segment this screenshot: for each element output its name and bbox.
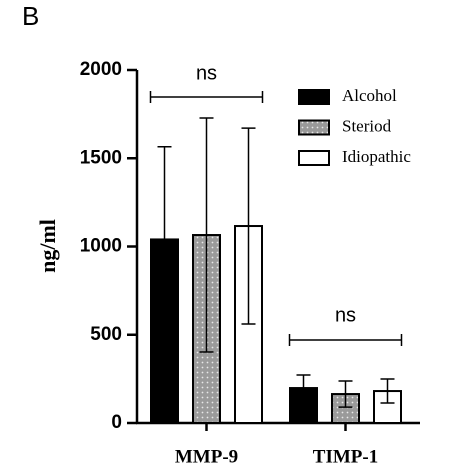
legend-pattern [300,121,328,134]
error-bar [296,374,311,402]
error-bar [241,127,256,325]
y-tick-label: 1500 [80,147,122,168]
significance-bracket [149,91,264,103]
panel-label: B [22,1,39,31]
y-tick-label: 2000 [80,59,122,80]
error-bar [157,146,172,333]
significance-label: ns [335,304,356,326]
y-axis-label: ng/ml [35,219,60,273]
significance-bracket [288,334,403,346]
legend-swatch [298,150,330,166]
y-tick-label: 0 [111,412,122,433]
legend-label: Alcohol [342,86,397,105]
legend-label: Steriod [342,116,392,135]
significance-label: ns [196,62,217,84]
error-bar [380,378,395,404]
error-bar [199,117,214,353]
legend-swatch [298,89,330,105]
y-tick-label: 500 [90,324,122,345]
y-tick-label: 1000 [80,236,122,257]
x-tick-label: TIMP-1 [313,446,378,467]
x-tick-label: MMP-9 [175,446,238,467]
legend-label: Idiopathic [342,147,411,166]
error-bar [338,380,353,408]
